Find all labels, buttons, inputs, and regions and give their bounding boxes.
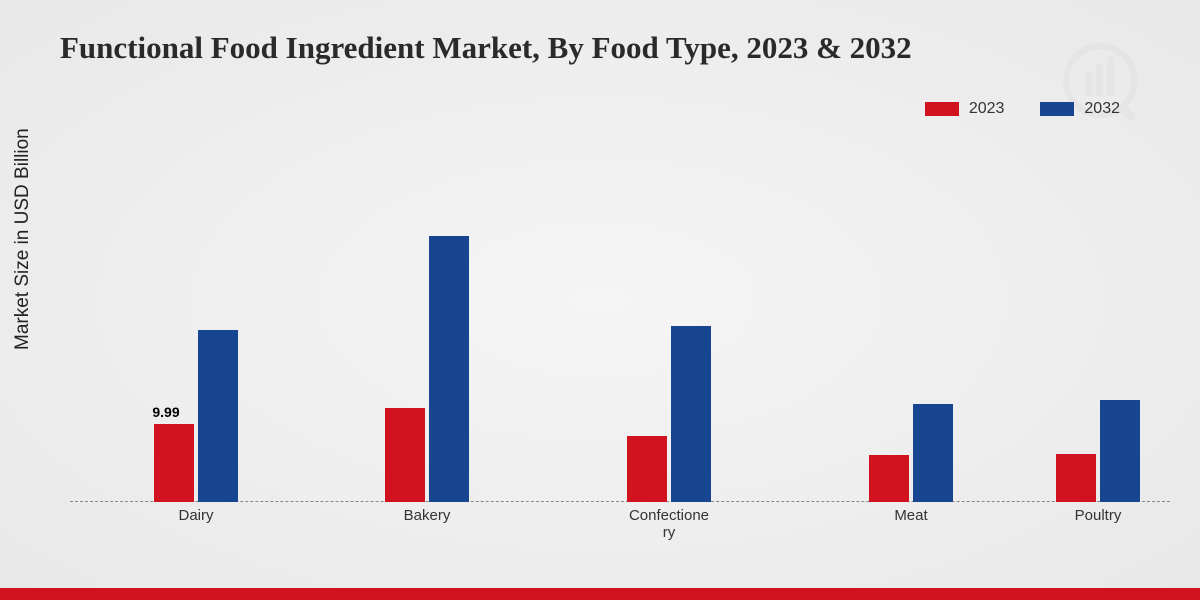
chart-title: Functional Food Ingredient Market, By Fo… — [60, 30, 912, 66]
bar — [154, 424, 194, 502]
bar-group: Poultry — [1038, 400, 1158, 502]
bar — [869, 455, 909, 502]
value-label: 9.99 — [152, 404, 179, 420]
legend-swatch-2032 — [1040, 102, 1074, 116]
bottom-accent-bar — [0, 588, 1200, 600]
legend-label-2023: 2023 — [969, 100, 1005, 118]
plot-area: Dairy9.99BakeryConfectione ryMeatPoultry — [70, 150, 1170, 530]
bar — [385, 408, 425, 502]
category-label: Confectione ry — [619, 508, 719, 541]
bar — [1100, 400, 1140, 502]
legend-item-2032: 2032 — [1040, 100, 1120, 118]
bar-group: Bakery — [367, 236, 487, 502]
bar-group: Dairy9.99 — [136, 330, 256, 502]
bar — [627, 436, 667, 502]
legend-item-2023: 2023 — [925, 100, 1005, 118]
bar-group: Meat — [851, 404, 971, 502]
bar — [1056, 454, 1096, 502]
legend-swatch-2023 — [925, 102, 959, 116]
legend: 2023 2032 — [925, 100, 1120, 118]
bar — [198, 330, 238, 502]
category-label: Bakery — [377, 508, 477, 525]
bar — [913, 404, 953, 502]
legend-label-2032: 2032 — [1084, 100, 1120, 118]
y-axis-label: Market Size in USD Billion — [12, 128, 34, 350]
category-label: Dairy — [146, 508, 246, 525]
bar — [429, 236, 469, 502]
category-label: Poultry — [1048, 508, 1148, 525]
category-label: Meat — [861, 508, 961, 525]
bar-group: Confectione ry — [609, 326, 729, 502]
bar — [671, 326, 711, 502]
